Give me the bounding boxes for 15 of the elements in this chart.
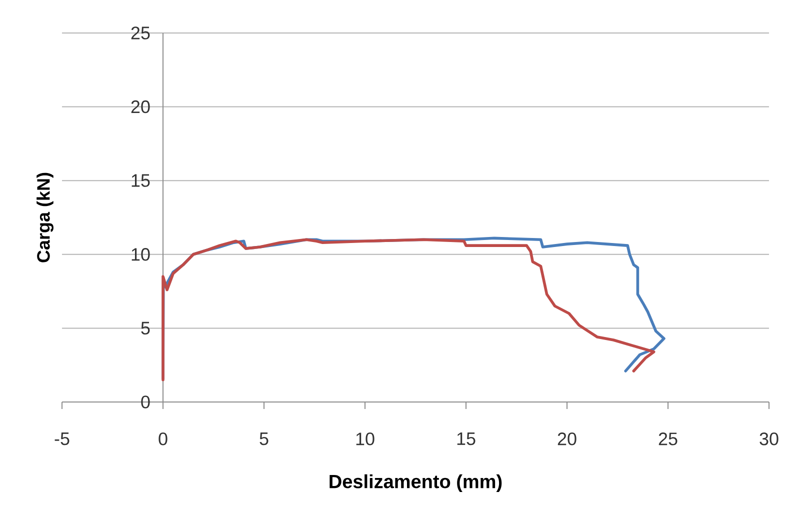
y-tick-label: 15 (132, 174, 150, 187)
y-tick-label: 10 (132, 248, 150, 261)
x-tick-label: 25 (658, 432, 678, 446)
y-tick-label: 20 (131, 100, 150, 114)
y-axis-title: Carga (kN) (36, 172, 54, 262)
x-tick-label: 30 (760, 432, 778, 446)
x-tick-label: 0 (158, 432, 168, 446)
x-tick-label: -5 (54, 432, 70, 446)
x-axis-title: Deslizamento (mm) (330, 474, 502, 492)
x-tick-label: 20 (558, 432, 576, 446)
y-tick-label: 5 (141, 322, 150, 334)
y-tick-label: 25 (131, 26, 150, 40)
x-tick-label: 5 (260, 432, 268, 446)
x-tick-label: 10 (356, 432, 374, 446)
x-tick-label: 15 (457, 432, 476, 446)
